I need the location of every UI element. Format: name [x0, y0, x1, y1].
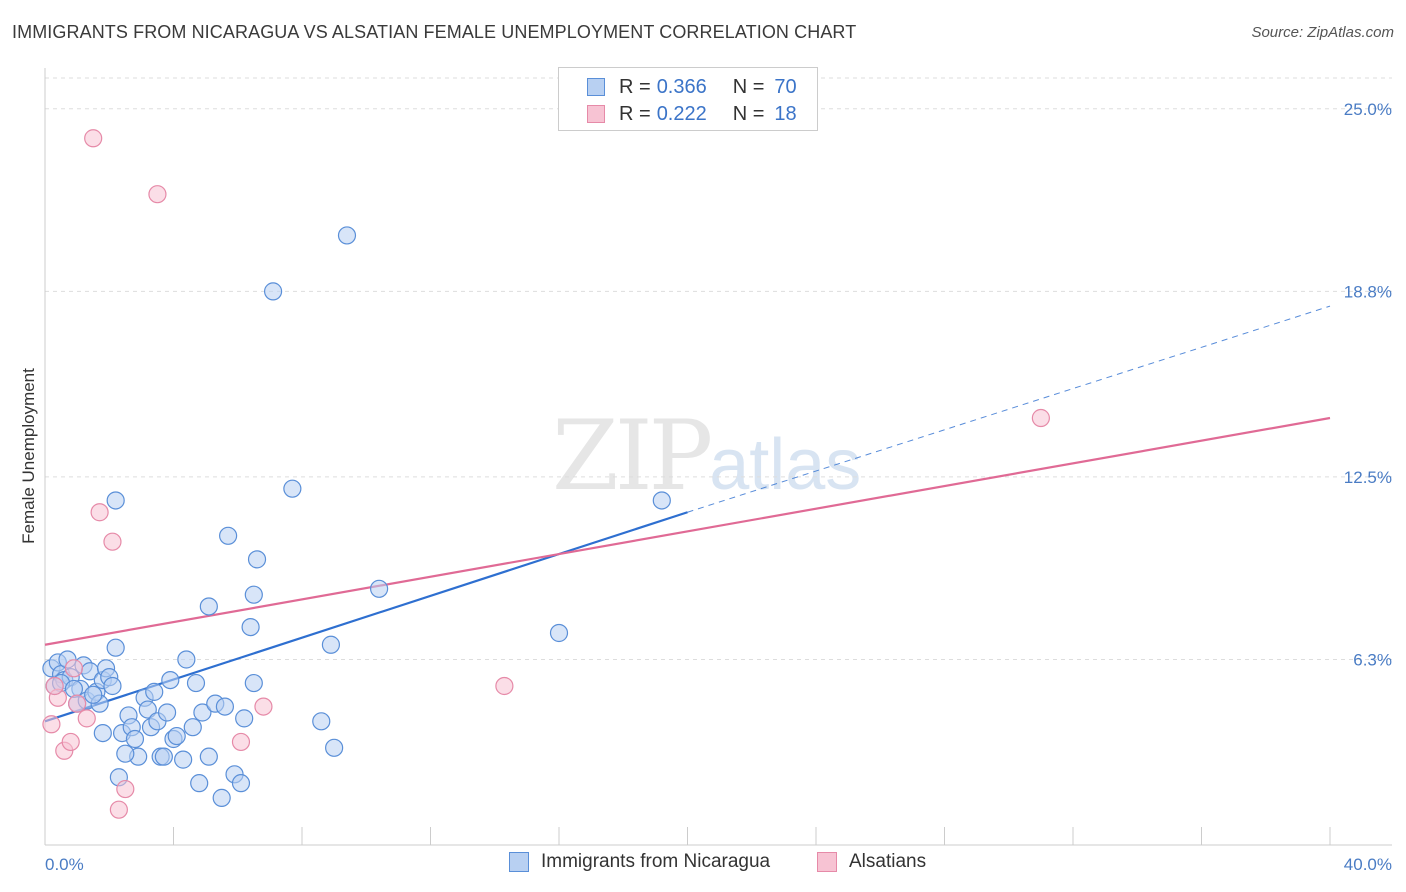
point-alsatian	[90, 503, 109, 522]
point-alsatian	[109, 800, 128, 819]
point-nicaragua	[244, 673, 263, 693]
point-nicaragua	[263, 282, 283, 301]
correlation-legend: R = 0.366 N = 70 R = 0.222 N = 18	[558, 67, 818, 131]
point-nicaragua	[138, 700, 157, 719]
legend-r-key: R =	[619, 75, 651, 98]
point-nicaragua	[283, 479, 302, 498]
point-nicaragua	[116, 744, 135, 763]
point-nicaragua	[370, 579, 389, 598]
source-label: Source: ZipAtlas.com	[1251, 24, 1394, 41]
point-nicaragua	[190, 774, 209, 793]
trend-line-nicaragua-extension	[687, 305, 1331, 513]
point-nicaragua	[193, 703, 212, 722]
point-alsatian	[77, 709, 96, 728]
legend-row-nicaragua: R = 0.366 N = 70	[559, 74, 797, 100]
legend-r-value: 0.366	[656, 75, 707, 98]
point-nicaragua	[241, 617, 260, 637]
point-nicaragua	[247, 550, 267, 569]
point-nicaragua	[215, 697, 234, 716]
y-tick-label: 12.5%	[1344, 468, 1392, 487]
point-nicaragua	[145, 682, 164, 701]
point-nicaragua	[219, 526, 238, 545]
data-points	[42, 129, 1050, 819]
y-tick-label: 25.0%	[1344, 100, 1392, 119]
point-nicaragua	[244, 585, 263, 604]
point-nicaragua	[161, 670, 180, 690]
point-nicaragua	[174, 750, 193, 769]
legend-swatch-pink	[817, 852, 837, 872]
point-nicaragua	[549, 623, 569, 643]
watermark-zip: ZIP	[552, 400, 713, 512]
point-nicaragua	[154, 747, 173, 766]
point-nicaragua	[235, 709, 254, 728]
y-axis-label: Female Unemployment	[19, 368, 38, 544]
point-alsatian	[103, 532, 122, 551]
legend-n-value: 70	[774, 75, 797, 98]
grid-lines	[45, 77, 1392, 660]
point-nicaragua	[312, 712, 331, 731]
point-nicaragua	[64, 679, 84, 699]
point-nicaragua	[212, 788, 231, 807]
point-nicaragua	[183, 718, 202, 737]
point-alsatian	[231, 732, 251, 752]
point-alsatian	[61, 732, 80, 752]
legend-r-key: R =	[619, 102, 651, 125]
point-nicaragua	[325, 738, 344, 757]
legend-r-value: 0.222	[656, 102, 707, 125]
legend-label-alsatians: Alsatians	[849, 851, 927, 872]
point-nicaragua	[321, 635, 341, 654]
point-alsatian	[42, 715, 61, 734]
point-nicaragua	[106, 491, 125, 510]
point-nicaragua	[652, 491, 671, 510]
legend-label-nicaragua: Immigrants from Nicaragua	[541, 851, 771, 872]
point-nicaragua	[93, 723, 112, 743]
point-alsatian	[495, 676, 514, 696]
point-nicaragua	[231, 774, 251, 793]
point-nicaragua	[125, 729, 145, 749]
point-nicaragua	[186, 673, 206, 693]
point-nicaragua	[177, 650, 196, 669]
point-alsatian	[116, 779, 135, 799]
point-nicaragua	[199, 597, 218, 616]
point-alsatian	[45, 676, 64, 696]
point-nicaragua	[199, 747, 218, 766]
chart-title: IMMIGRANTS FROM NICARAGUA VS ALSATIAN FE…	[12, 22, 857, 42]
axes	[44, 68, 1392, 846]
legend-swatch-blue	[587, 78, 605, 96]
legend-item-alsatians[interactable]: Alsatians	[817, 851, 926, 873]
legend-n-value: 18	[774, 102, 797, 125]
legend-item-nicaragua[interactable]: Immigrants from Nicaragua	[509, 851, 770, 873]
legend-n-key: N =	[732, 102, 765, 125]
point-nicaragua	[337, 226, 357, 245]
x-tick-label: 40.0%	[1344, 855, 1392, 874]
point-nicaragua	[84, 685, 103, 704]
point-alsatian	[84, 129, 103, 148]
x-tick-label: 0.0%	[45, 855, 84, 874]
y-tick-label: 18.8%	[1344, 282, 1392, 301]
trend-line-alsatians	[44, 416, 1331, 646]
y-tick-label: 6.3%	[1353, 650, 1392, 669]
legend-row-alsatians: R = 0.222 N = 18	[559, 101, 797, 127]
point-alsatian	[64, 659, 84, 678]
point-alsatian	[254, 697, 273, 716]
series-legend: Immigrants from Nicaragua Alsatians	[0, 851, 1406, 877]
point-alsatian	[68, 694, 87, 713]
point-nicaragua	[167, 726, 186, 746]
point-nicaragua	[103, 676, 122, 696]
legend-swatch-pink	[587, 105, 605, 123]
legend-swatch-blue	[509, 852, 529, 872]
point-alsatian	[1031, 408, 1050, 428]
point-alsatian	[148, 185, 167, 204]
tick-labels: 6.3% 12.5% 18.8% 25.0% 0.0% 40.0%	[45, 100, 1392, 874]
point-nicaragua	[106, 638, 125, 657]
legend-n-key: N =	[732, 75, 765, 98]
point-nicaragua	[157, 703, 177, 722]
